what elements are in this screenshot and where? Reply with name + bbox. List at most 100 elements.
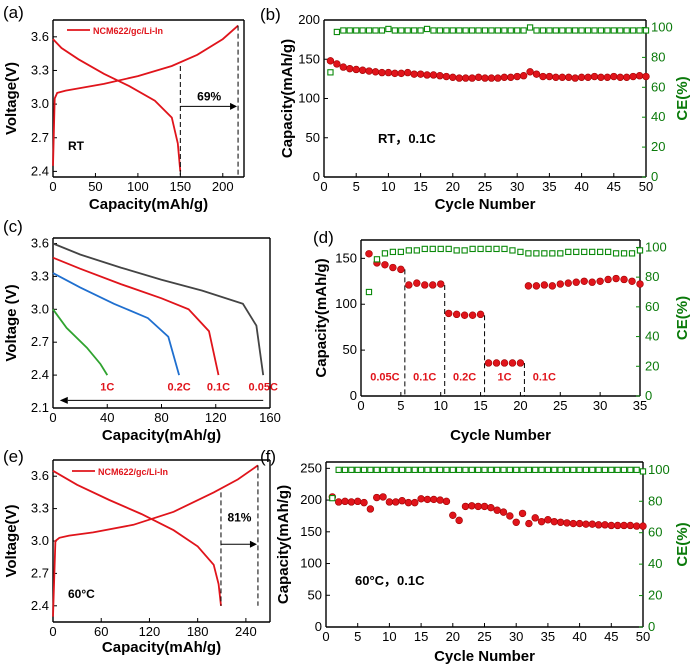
panel-a-xtick-label: 0 [49,179,56,194]
panel-b-ce-point [501,27,508,34]
panel-e-xtick-label: 60 [94,624,108,639]
panel-b-xtick-label: 45 [607,179,621,194]
panel-d-capacity-point [413,279,421,287]
panel-b-ce-point [481,27,489,34]
panel-a-xtick-label: 100 [127,179,149,194]
panel-d-capacity-point [628,277,636,285]
panel-f-capacity-point [455,516,463,525]
panel-b-ce-point [584,27,592,34]
panel-d-ce-point [413,247,420,254]
panel-d-ce-point [628,250,636,257]
panel-e-ytick-label: 3.6 [31,468,49,483]
panel-f-xtick-label: 30 [509,629,523,644]
panel-b-capacity-point [622,73,631,82]
panel-a-xtick-label: 50 [88,179,102,194]
panel-b-capacity-point [590,72,599,81]
panel-f-ce-point [436,466,444,474]
panel-d-ce-point [469,245,476,253]
panel-d-capacity-point [444,309,453,318]
panel-d-ce-point [533,250,540,257]
panel-a-condition: RT [68,139,85,153]
panel-d-ce-point [604,248,612,256]
panel-b-ce-point [353,27,360,34]
panel-e-label: (e) [3,447,24,466]
panel-f-ce-point [373,466,380,474]
panel-f-capacity-point [373,493,381,502]
panel-c-xtick-label: 40 [100,410,114,425]
panel-f-capacity-point [436,496,444,504]
panel-b-capacity-point [597,73,605,82]
panel-d-capacity-point [500,359,509,367]
panel-d-capacity-point [365,250,373,258]
panel-b-ylabel-right: CE(%) [674,76,691,120]
panel-b-ce-point [526,24,534,31]
panel-f-capacity-point [531,514,539,522]
panel-c-series-label: 1C [100,381,114,393]
panel-b-capacity-point [423,71,431,79]
panel-f-capacity-point [360,498,368,507]
panel-d-ce-point [389,248,397,256]
panel-d-ce-point [365,288,373,296]
panel-d-capacity-point [389,263,397,272]
panel-f-ce-point [538,466,545,474]
panel-d-rate-label: 1C [497,371,511,383]
panel-f-ce-point [614,466,621,474]
panel-b-capacity-point [577,73,586,82]
panel-d-capacity-point [484,359,493,367]
panel-f-xtick-label: 15 [414,629,428,644]
panel-b-capacity-point [539,72,547,81]
panel-d-ytick-label: 150 [335,250,357,265]
panel-b-xtick-label: 20 [446,179,460,194]
panel-b-ce-point [443,27,450,34]
panel-b-ce-point [629,27,637,34]
panel-b-ytick-label: 150 [298,51,320,66]
panel-b-ce-point [411,27,418,34]
panel-b-capacity-point [404,68,412,77]
panel-f-xtick-label: 10 [382,629,396,644]
panel-c-curve [52,256,220,376]
panel-b-capacity-point [532,70,541,78]
panel-b-xtick-label: 50 [639,179,653,194]
panel-b-xtick-label: 30 [510,179,524,194]
panel-d-ce-point [549,250,556,257]
panel-f-ce-point [360,466,368,474]
panel-b-capacity-point [352,65,360,74]
panel-f-ce-point [633,466,640,474]
panel-b-ce-point [552,27,559,34]
panel-b-capacity-point [526,68,534,76]
panel-f-xtick-label: 0 [322,629,329,644]
panel-b-capacity-point [461,74,470,82]
panel-d-xtick-label: 5 [397,398,404,413]
panel-d-ce-point [445,245,452,253]
panel-f-capacity-point [525,519,533,528]
panel-f-ce-point [386,466,393,474]
panel-f-ce-point [398,466,406,474]
panel-f-ytick-label: 150 [300,524,322,539]
panel-f-ytick-label: 200 [300,492,322,507]
panel-f-ce-point [608,466,615,474]
panel-b-ce-point [468,27,476,34]
panel-f-ce-point [354,466,361,474]
panel-c-curve [52,308,109,376]
panel-b-ce-point [398,27,405,34]
panel-c-ytick-label: 3.3 [31,268,49,283]
panel-f-ce-point [335,466,342,474]
panel-b-ce-point [346,27,353,34]
panel-b-capacity-point [571,74,579,82]
panel-d-capacity-point [556,280,564,288]
panel-a-xtick-label: 200 [212,179,234,194]
panel-d-xtick-label: 15 [473,398,487,413]
panel-b-capacity-point [616,73,624,82]
panel-d-ytick-right-label: 40 [645,329,659,344]
panel-d-capacity-point [548,282,557,290]
panel-a-ytick-label: 2.4 [31,163,49,178]
panel-d-ce-point [636,247,644,254]
panel-d-capacity-point [405,281,413,289]
panel-f-ce-point [601,466,609,474]
panel-d-capacity-point [532,282,541,290]
panel-d-ce-point [501,245,508,253]
panel-f-ce-point [329,494,336,502]
panel-d-ce-point [557,250,564,257]
panel-b-ce-point [494,27,502,34]
panel-a-xtick-label: 150 [169,179,191,194]
